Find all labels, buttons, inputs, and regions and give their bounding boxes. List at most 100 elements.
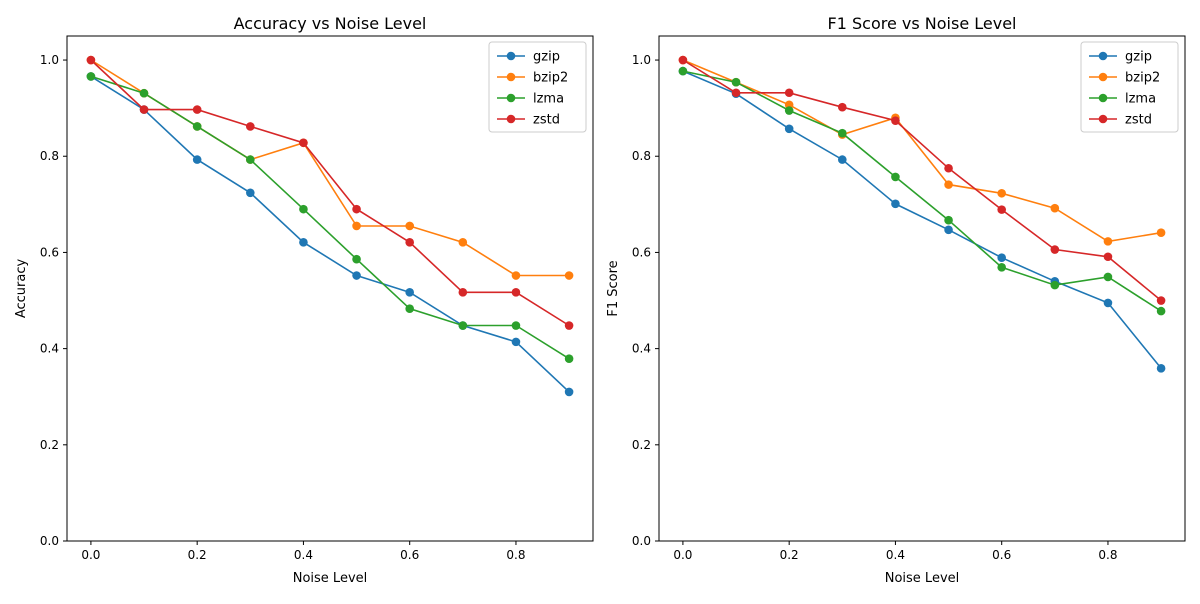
accuracy-chart-y-tick-label: 0.4 xyxy=(40,342,59,356)
accuracy-chart-xlabel: Noise Level xyxy=(293,571,368,586)
f1-chart-point-gzip xyxy=(784,124,794,134)
f1-chart-x-tick-label: 0.6 xyxy=(992,548,1011,562)
accuracy-chart-legend-label-bzip2: bzip2 xyxy=(533,71,568,86)
accuracy-chart-x-tick-label: 0.2 xyxy=(188,548,207,562)
f1-chart-point-zstd xyxy=(1156,296,1166,305)
accuracy-chart-legend-label-lzma: lzma xyxy=(533,92,564,107)
f1-chart-legend-label-gzip: gzip xyxy=(1125,50,1152,65)
f1-chart-y-tick-label: 0.6 xyxy=(632,245,651,259)
accuracy-chart-point-bzip2 xyxy=(405,221,414,231)
f1-chart-point-zstd xyxy=(891,116,900,125)
accuracy-chart-y-tick-label: 0.2 xyxy=(40,438,59,452)
f1-chart-x-tick-label: 0.4 xyxy=(886,548,905,562)
accuracy-chart-point-zstd xyxy=(139,105,149,114)
accuracy-chart-ylabel: Accuracy xyxy=(14,259,29,319)
f1-chart-point-gzip xyxy=(1103,298,1113,308)
accuracy-chart-point-zstd xyxy=(458,288,468,297)
f1-chart-legend-marker-zstd xyxy=(1098,114,1108,124)
accuracy-chart-axes-frame xyxy=(66,35,594,542)
accuracy-chart-legend-label-zstd: zstd xyxy=(533,113,560,128)
f1-chart-series-line-lzma xyxy=(682,70,1162,312)
f1-chart-legend-label-bzip2: bzip2 xyxy=(1125,71,1160,86)
f1-chart-x-tick-label: 0.8 xyxy=(1098,548,1117,562)
accuracy-chart-point-zstd xyxy=(86,55,96,65)
accuracy-chart-legend-marker-lzma xyxy=(506,93,516,103)
f1-chart-point-bzip2 xyxy=(1103,237,1113,246)
f1-chart-point-lzma xyxy=(1050,280,1060,290)
f1-chart-legend-marker-gzip xyxy=(1098,51,1108,61)
f1-chart-point-gzip xyxy=(997,253,1006,263)
f1-chart-point-zstd xyxy=(944,163,953,173)
accuracy-chart-point-zstd xyxy=(299,138,308,148)
f1-chart-point-bzip2 xyxy=(944,180,953,189)
accuracy-chart-y-tick-label: 0.6 xyxy=(40,245,59,259)
f1-chart-point-zstd xyxy=(838,102,847,112)
f1-chart-point-zstd xyxy=(1050,245,1060,254)
f1-chart-y-ticks: 0.0 0.2 0.4 0.6 0.8 1.0 xyxy=(632,53,659,548)
f1-chart-x-tick-label: 0.0 xyxy=(673,548,692,562)
accuracy-chart-series-line-gzip xyxy=(90,75,570,393)
f1-chart-legend-marker-lzma xyxy=(1098,93,1108,103)
f1-chart-point-zstd xyxy=(997,205,1006,214)
f1-chart-point-lzma xyxy=(997,263,1006,272)
accuracy-chart-point-gzip xyxy=(246,188,255,198)
accuracy-chart-point-gzip xyxy=(564,387,574,397)
accuracy-chart-point-lzma xyxy=(139,88,149,98)
accuracy-chart-point-lzma xyxy=(564,354,574,364)
accuracy-chart-point-gzip xyxy=(352,271,361,280)
f1-chart-point-zstd xyxy=(784,88,794,98)
accuracy-chart-point-zstd xyxy=(564,321,574,330)
f1-chart-x-tick-label: 0.2 xyxy=(780,548,799,562)
accuracy-chart-legend-marker-bzip2 xyxy=(506,72,516,82)
f1-chart-axes-frame xyxy=(658,35,1186,542)
accuracy-chart-point-gzip xyxy=(405,288,414,297)
accuracy-chart-point-gzip xyxy=(511,337,521,347)
f1-chart-legend-label-zstd: zstd xyxy=(1125,113,1152,128)
f1-chart-series-line-gzip xyxy=(682,70,1162,369)
f1-chart-point-bzip2 xyxy=(1050,203,1060,213)
f1-chart-y-tick-label: 1.0 xyxy=(632,53,651,67)
accuracy-chart-y-tick-label: 0.0 xyxy=(40,534,59,548)
accuracy-chart-point-gzip xyxy=(192,155,202,164)
accuracy-chart-point-lzma xyxy=(352,254,361,264)
accuracy-chart-point-bzip2 xyxy=(352,221,361,231)
f1-chart-y-tick-label: 0.4 xyxy=(632,342,651,356)
f1-chart-point-lzma xyxy=(1103,272,1113,282)
f1-chart-point-lzma xyxy=(678,66,688,76)
accuracy-chart-y-ticks: 0.0 0.2 0.4 0.6 0.8 1.0 xyxy=(40,53,67,548)
f1-chart-point-lzma xyxy=(891,172,900,182)
f1-chart-y-tick-label: 0.0 xyxy=(632,534,651,548)
accuracy-chart-legend-marker-zstd xyxy=(506,114,516,124)
f1-chart-legend: gzip bzip2 lzma zstd xyxy=(1080,41,1179,133)
accuracy-chart-x-ticks: 0.0 0.2 0.4 0.6 0.8 xyxy=(81,541,526,562)
accuracy-chart-x-tick-label: 0.6 xyxy=(400,548,419,562)
f1-chart-point-gzip xyxy=(944,225,953,235)
accuracy-chart-point-zstd xyxy=(246,122,255,131)
accuracy-chart-point-lzma xyxy=(86,72,96,81)
f1-chart-point-bzip2 xyxy=(1156,228,1166,238)
accuracy-chart-point-bzip2 xyxy=(511,271,521,280)
f1-chart-ylabel: F1 Score xyxy=(606,260,621,316)
accuracy-chart-plot-area xyxy=(86,55,574,397)
accuracy-chart-point-zstd xyxy=(405,238,414,247)
f1-chart-x-ticks: 0.0 0.2 0.4 0.6 0.8 xyxy=(673,541,1118,562)
accuracy-chart-point-zstd xyxy=(192,105,202,114)
accuracy-chart-legend-label-gzip: gzip xyxy=(533,50,560,65)
accuracy-chart-point-zstd xyxy=(511,288,521,297)
f1-chart-panel: F1 Score vs Noise Level Noise Level F1 S… xyxy=(606,14,1186,586)
accuracy-chart-y-tick-label: 0.8 xyxy=(40,149,59,163)
f1-chart-plot-area xyxy=(678,55,1166,373)
accuracy-chart-point-zstd xyxy=(352,204,361,214)
accuracy-chart-panel: Accuracy vs Noise Level Noise Level Accu… xyxy=(14,14,594,586)
accuracy-chart-point-lzma xyxy=(405,304,414,314)
f1-chart-point-lzma xyxy=(838,128,847,138)
f1-chart-legend-marker-bzip2 xyxy=(1098,72,1108,82)
accuracy-chart-point-bzip2 xyxy=(458,238,468,247)
f1-chart-point-zstd xyxy=(1103,252,1113,262)
accuracy-chart-legend-box xyxy=(488,41,587,133)
f1-chart-legend-label-lzma: lzma xyxy=(1125,92,1156,107)
f1-chart-series-line-zstd xyxy=(682,59,1162,302)
accuracy-chart-point-bzip2 xyxy=(564,271,574,280)
f1-chart-point-lzma xyxy=(731,77,741,87)
